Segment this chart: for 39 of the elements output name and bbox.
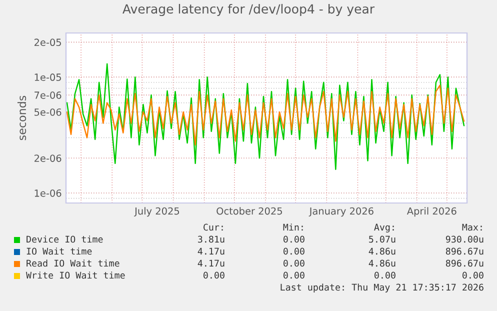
text: 0.00 (374, 272, 396, 279)
line-series (66, 63, 465, 170)
y-tick-label: 1e-05 (34, 74, 61, 81)
text: Avg: (374, 224, 394, 232)
x-tick-label: July 2025 (134, 207, 180, 217)
chart-title: Average latency for /dev/loop4 - by year (122, 4, 375, 16)
y-axis-title: seconds (17, 96, 26, 140)
text: Last update: Thu May 21 17:35:17 2026 (280, 284, 484, 292)
text: 4.86u (368, 248, 396, 255)
x-tick-label: April 2026 (406, 207, 456, 217)
line-series (66, 84, 465, 146)
text: 0.00 (284, 260, 304, 267)
text: Max: (462, 224, 482, 231)
text: 930.00u (446, 236, 484, 243)
text: 896.67u (446, 248, 484, 255)
text: Cur: (204, 224, 223, 231)
text: 4.17u (198, 248, 224, 255)
y-tick-label: 5e-06 (34, 108, 62, 116)
text: 0.00 (284, 272, 304, 279)
text: 4.17u (198, 260, 224, 267)
legend-label: Read IO Wait time (26, 260, 120, 267)
text: 896.67u (446, 260, 484, 267)
text: 5.07u (369, 236, 396, 243)
text: 0.00 (284, 248, 304, 255)
x-tick-label: October 2025 (216, 207, 282, 215)
y-tick-label: 2e-06 (34, 154, 62, 162)
y-tick-label: 2e-05 (34, 38, 61, 46)
y-tick-label: 1e-06 (34, 189, 62, 197)
text: 0.00 (204, 272, 224, 279)
text: Min: (283, 224, 303, 231)
text: 0.00 (284, 236, 304, 243)
text: 0.00 (462, 272, 484, 279)
x-tick-label: January 2026 (308, 207, 374, 217)
legend-label: Device IO time (26, 236, 103, 243)
text: 4.86u (368, 260, 396, 267)
legend-label: IO Wait time (26, 248, 92, 255)
y-tick-label: 7e-06 (34, 92, 62, 99)
text: 3.81u (198, 236, 224, 243)
legend-label: Write IO Wait time (26, 272, 125, 279)
